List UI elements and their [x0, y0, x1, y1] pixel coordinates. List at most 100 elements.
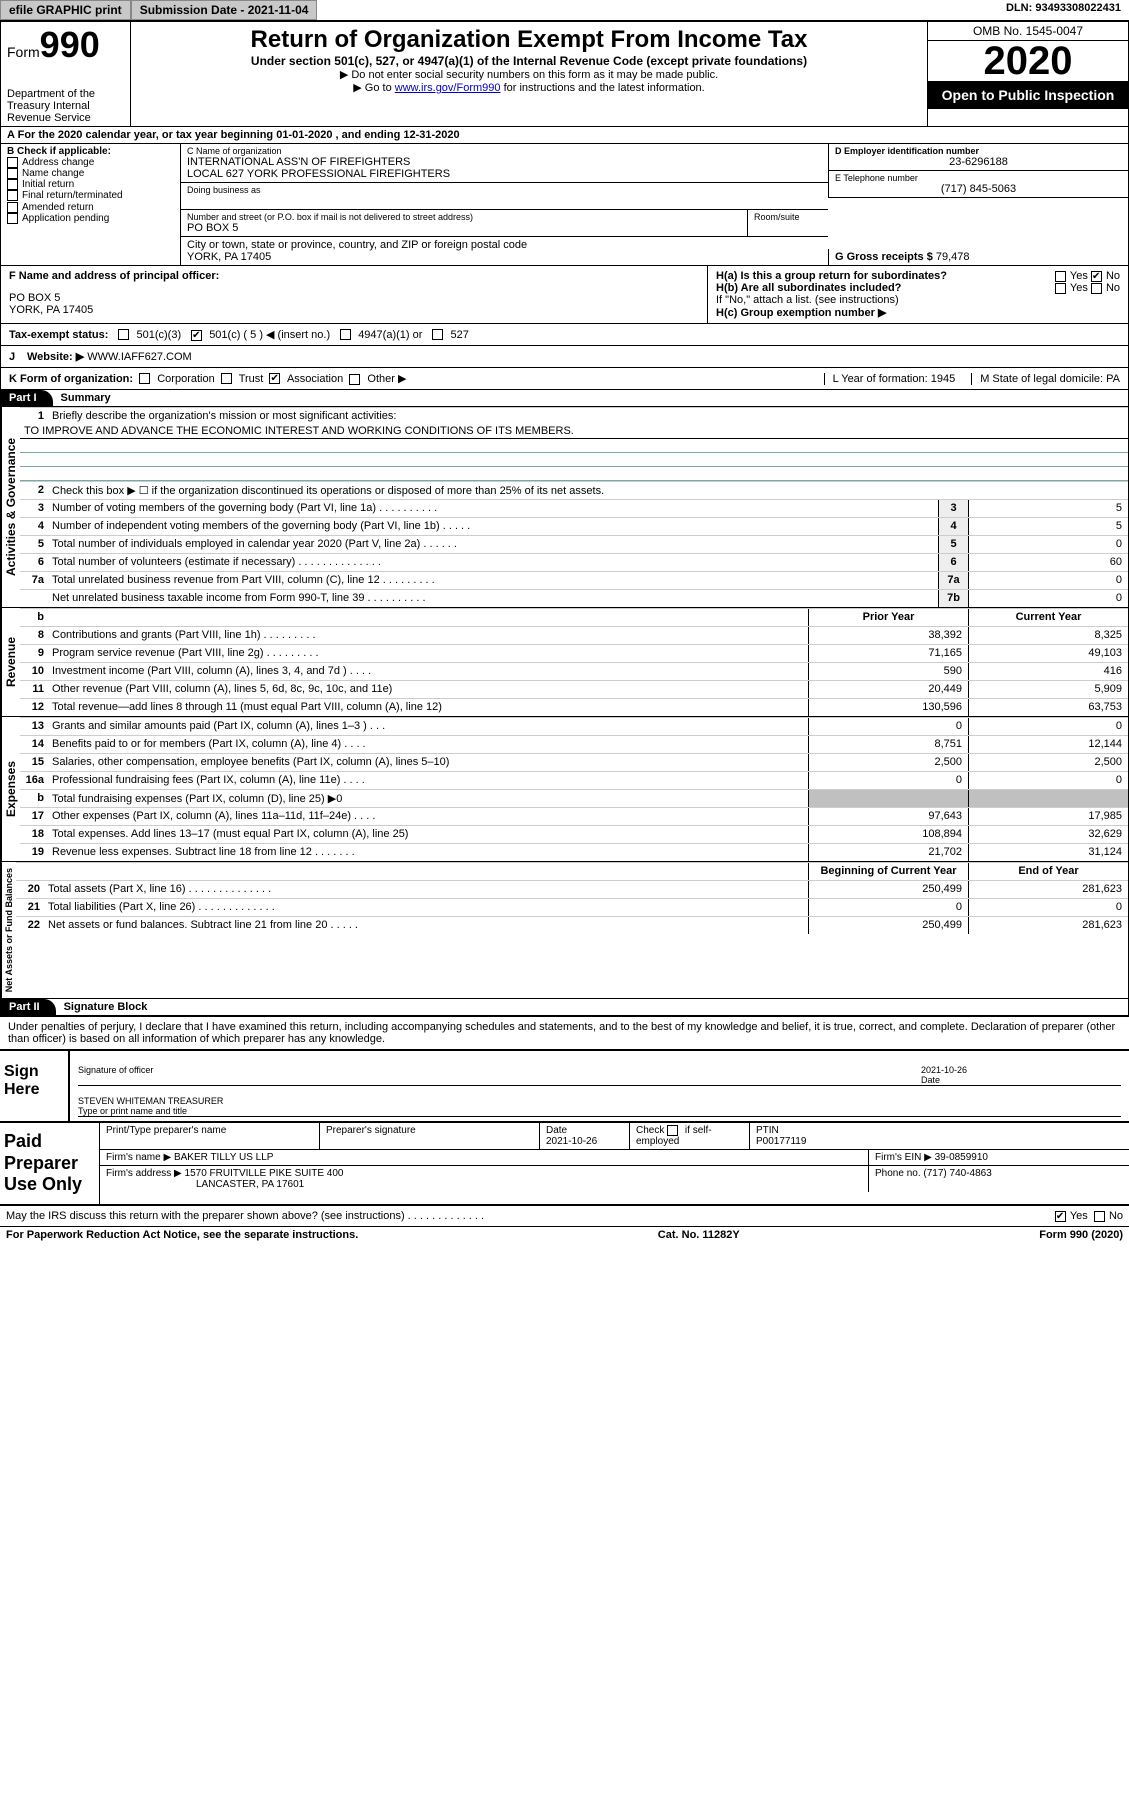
ein-label: D Employer identification number	[835, 146, 1122, 156]
officer-name-label: Type or print name and title	[78, 1106, 1121, 1116]
box-c: C Name of organizationINTERNATIONAL ASS'…	[181, 144, 828, 265]
gross-receipts-value: 79,478	[936, 251, 970, 263]
527-label: 527	[450, 329, 468, 341]
other-checkbox[interactable]	[349, 374, 360, 385]
discuss-no: No	[1109, 1210, 1123, 1222]
prep-name-label: Print/Type preparer's name	[106, 1125, 226, 1136]
mission-text: TO IMPROVE AND ADVANCE THE ECONOMIC INTE…	[20, 425, 1128, 439]
firm-addr-label: Firm's address ▶	[106, 1168, 182, 1179]
ha-yes-checkbox[interactable]	[1055, 271, 1066, 282]
hb-yes: Yes	[1070, 282, 1088, 294]
dba-label: Doing business as	[187, 185, 822, 195]
firm-name-label: Firm's name ▶	[106, 1152, 171, 1163]
part-i-net: Net Assets or Fund Balances Beginning of…	[0, 862, 1129, 999]
city-value: YORK, PA 17405	[187, 251, 822, 263]
subhead-1: Under section 501(c), 527, or 4947(a)(1)…	[135, 54, 923, 68]
assoc-checkbox[interactable]	[269, 373, 280, 384]
goto-pre: Go to	[365, 82, 395, 94]
self-employed-check-label: Check	[636, 1125, 664, 1136]
firm-phone-label: Phone no.	[875, 1168, 921, 1179]
corp-label: Corporation	[157, 373, 214, 385]
hdr-prior-year: Prior Year	[808, 609, 968, 626]
year-formation: L Year of formation: 1945	[824, 373, 956, 385]
ha-yes: Yes	[1070, 270, 1088, 282]
application-pending-checkbox[interactable]	[7, 213, 18, 224]
department: Department of the Treasury Internal Reve…	[7, 88, 124, 124]
paid-preparer-label: Paid Preparer Use Only	[0, 1123, 100, 1204]
527-checkbox[interactable]	[432, 329, 443, 340]
hdr-current-year: Current Year	[968, 609, 1128, 626]
ha-no-checkbox[interactable]	[1091, 271, 1102, 282]
hb-yes-checkbox[interactable]	[1055, 283, 1066, 294]
hb-no: No	[1106, 282, 1120, 294]
firm-ein-label: Firm's EIN ▶	[875, 1152, 932, 1163]
open-to-public: Open to Public Inspection	[928, 81, 1128, 109]
box-d-e-g: D Employer identification number23-62961…	[828, 144, 1128, 265]
hb-label: H(b) Are all subordinates included?	[716, 282, 901, 294]
sign-date-label: Date	[921, 1075, 1121, 1085]
assoc-label: Association	[287, 373, 343, 385]
bottom-row: For Paperwork Reduction Act Notice, see …	[0, 1227, 1129, 1243]
officer-addr2: YORK, PA 17405	[9, 304, 699, 316]
firm-ein: 39-0859910	[935, 1152, 988, 1163]
signature-officer-label: Signature of officer	[78, 1065, 153, 1075]
phone-value: (717) 845-5063	[835, 183, 1122, 195]
irs-discuss-label: May the IRS discuss this return with the…	[6, 1210, 1055, 1222]
vlabel-expenses: Expenses	[1, 717, 20, 861]
part-i-header: Part I Summary	[0, 390, 1129, 407]
subhead-3: Go to www.irs.gov/Form990 for instructio…	[135, 81, 923, 94]
q1-label: Briefly describe the organization's miss…	[48, 408, 1128, 425]
self-employed-checkbox[interactable]	[667, 1125, 678, 1136]
sign-here-label: Sign Here	[0, 1051, 70, 1121]
name-change-label: Name change	[22, 168, 84, 179]
corp-checkbox[interactable]	[139, 373, 150, 384]
tax-exempt-row: Tax-exempt status: 501(c)(3) 501(c) ( 5 …	[0, 324, 1129, 346]
form-label: Form	[7, 44, 40, 60]
row-a: A For the 2020 calendar year, or tax yea…	[0, 127, 1129, 143]
trust-label: Trust	[239, 373, 264, 385]
ein-value: 23-6296188	[835, 156, 1122, 168]
ha-label: H(a) Is this a group return for subordin…	[716, 270, 947, 282]
hdr-beginning-year: Beginning of Current Year	[808, 863, 968, 880]
ptin-label: PTIN	[756, 1125, 779, 1136]
initial-return-checkbox[interactable]	[7, 179, 18, 190]
ha-no: No	[1106, 270, 1120, 282]
501c-checkbox[interactable]	[191, 330, 202, 341]
501c3-checkbox[interactable]	[118, 329, 129, 340]
part-i-revenue: Revenue bPrior YearCurrent Year 8Contrib…	[0, 608, 1129, 717]
prep-sig-label: Preparer's signature	[326, 1125, 416, 1136]
firm-phone: (717) 740-4863	[923, 1168, 991, 1179]
efile-print-button[interactable]: efile GRAPHIC print	[0, 0, 131, 20]
trust-checkbox[interactable]	[221, 373, 232, 384]
discuss-yes-checkbox[interactable]	[1055, 1211, 1066, 1222]
officer-label: F Name and address of principal officer:	[9, 270, 699, 282]
name-change-checkbox[interactable]	[7, 168, 18, 179]
amended-return-checkbox[interactable]	[7, 202, 18, 213]
part-i-governance: Activities & Governance 1Briefly describ…	[0, 407, 1129, 608]
hb-no-checkbox[interactable]	[1091, 283, 1102, 294]
hdr-end-year: End of Year	[968, 863, 1128, 880]
firm-name: BAKER TILLY US LLP	[174, 1152, 274, 1163]
address-change-checkbox[interactable]	[7, 157, 18, 168]
part-ii-badge: Part II	[1, 999, 56, 1015]
submission-date: Submission Date - 2021-11-04	[131, 0, 318, 20]
hb-note: If "No," attach a list. (see instruction…	[716, 294, 1120, 306]
dln: DLN: 93493308022431	[998, 0, 1129, 20]
vlabel-governance: Activities & Governance	[1, 407, 20, 607]
initial-return-label: Initial return	[22, 179, 74, 190]
goto-post: for instructions and the latest informat…	[501, 82, 705, 94]
amended-return-label: Amended return	[22, 202, 94, 213]
part-ii-header: Part II Signature Block	[0, 999, 1129, 1016]
4947-checkbox[interactable]	[340, 329, 351, 340]
officicer-addr1: PO BOX 5	[9, 292, 699, 304]
form-number: 990	[40, 24, 100, 65]
discuss-no-checkbox[interactable]	[1094, 1211, 1105, 1222]
address-change-label: Address change	[22, 157, 94, 168]
form990-link[interactable]: www.irs.gov/Form990	[395, 82, 501, 94]
row-j: J Website: ▶ WWW.IAFF627.COM	[0, 346, 1129, 368]
row-f-h: F Name and address of principal officer:…	[0, 266, 1129, 324]
main-title: Return of Organization Exempt From Incom…	[135, 26, 923, 54]
row-k: K Form of organization: Corporation Trus…	[0, 368, 1129, 390]
final-return-checkbox[interactable]	[7, 190, 18, 201]
officer-name: STEVEN WHITEMAN TREASURER	[78, 1096, 1121, 1106]
